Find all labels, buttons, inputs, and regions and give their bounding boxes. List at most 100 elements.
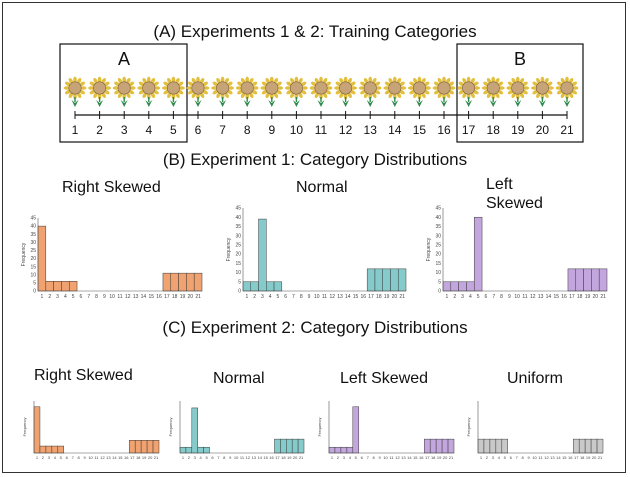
y-axis-label: Frequency [22, 418, 27, 437]
bar [567, 268, 577, 292]
x-tick-label: 7 [72, 455, 75, 460]
x-tick-label: 21 [299, 455, 304, 460]
x-tick-label: 17 [368, 294, 374, 300]
x-tick-label: 4 [200, 455, 203, 460]
flower-icon [555, 76, 579, 107]
y-axis-label: Frequency [317, 418, 322, 437]
y-tick-label: 30 [235, 233, 241, 239]
x-tick-label: 6 [66, 455, 69, 460]
flower-icon [383, 76, 407, 107]
exp2-left-skewed-label: Left Skewed [340, 370, 429, 387]
x-tick-label: 7 [87, 294, 90, 300]
bar-chart: 1 2 3 4 5 6 7 8 9 10 11 12 13 14 15 16 17 18 19 20 210510152… [226, 206, 407, 300]
x-tick-label: 4 [349, 455, 352, 460]
x-tick-label: 9 [308, 294, 311, 300]
x-tick-label: 9 [229, 455, 232, 460]
y-axis-label: Frequency [168, 418, 173, 437]
x-tick-label: 19 [287, 455, 292, 460]
stimulus-number: 4 [145, 123, 152, 137]
bar [61, 281, 70, 292]
bar [297, 438, 305, 454]
x-tick-label: 6 [361, 455, 364, 460]
x-tick-label: 10 [109, 294, 115, 300]
section-c-title: (C) Experiment 2: Category Distributions [162, 318, 468, 337]
x-tick-label: 5 [477, 294, 480, 300]
x-tick-label: 8 [522, 455, 525, 460]
x-tick-label: 17 [425, 455, 430, 460]
x-tick-label: 9 [527, 455, 530, 460]
bar [45, 445, 53, 454]
x-tick-label: 15 [562, 455, 567, 460]
x-tick-label: 12 [544, 455, 549, 460]
x-tick-label: 12 [246, 455, 251, 460]
bar [489, 438, 497, 454]
x-tick-label: 6 [510, 455, 513, 460]
x-tick-label: 2 [337, 455, 340, 460]
y-tick-label: 45 [235, 206, 241, 212]
stimulus-number: 1 [72, 123, 79, 137]
y-tick-label: 40 [435, 215, 441, 221]
stimulus-number: 7 [219, 123, 226, 137]
x-tick-label: 21 [598, 455, 603, 460]
stimulus-number: 6 [195, 123, 202, 137]
y-tick-label: 10 [435, 270, 441, 276]
flower-icon [334, 76, 357, 107]
bar-chart: 1 2 3 4 5 6 7 8 9 10 11 12 13 14 15 16 17 18 19 20 210510152… [426, 206, 608, 300]
stimulus-number: 15 [413, 123, 427, 137]
x-tick-label: 3 [194, 455, 197, 460]
x-tick-label: 5 [355, 455, 358, 460]
x-tick-label: 7 [492, 294, 495, 300]
bar-chart: 1 2 3 4 5 6 7 8 9 10 11 12 13 14 15 16 17 18 19 20 21Frequen… [168, 401, 305, 460]
x-tick-label: 19 [585, 294, 591, 300]
x-tick-label: 15 [353, 294, 359, 300]
bar [33, 406, 41, 454]
bar [193, 272, 203, 292]
x-tick-label: 11 [522, 294, 527, 300]
stimulus-number: 8 [244, 123, 251, 137]
x-tick-label: 17 [164, 294, 170, 300]
bar [179, 446, 187, 454]
x-tick-label: 19 [142, 455, 147, 460]
bar [473, 216, 483, 292]
bar [242, 281, 252, 292]
x-tick-label: 7 [292, 294, 295, 300]
x-tick-label: 13 [133, 294, 139, 300]
x-tick-label: 14 [141, 294, 147, 300]
bar [273, 281, 283, 292]
x-tick-label: 15 [553, 294, 559, 300]
flower-icon [137, 76, 161, 107]
y-tick-label: 20 [30, 256, 36, 262]
stimulus-number: 14 [388, 123, 402, 137]
x-tick-label: 5 [72, 294, 75, 300]
flower-icon [211, 76, 234, 107]
x-tick-label: 18 [376, 294, 382, 300]
x-tick-label: 5 [205, 455, 208, 460]
x-tick-label: 2 [253, 294, 256, 300]
y-axis-label: Frequency [466, 418, 471, 437]
stimulus-number: 10 [290, 123, 304, 137]
bar [578, 438, 586, 454]
x-tick-label: 6 [80, 294, 83, 300]
x-tick-label: 18 [431, 455, 436, 460]
x-tick-label: 21 [154, 455, 159, 460]
y-tick-label: 20 [435, 252, 441, 258]
x-tick-label: 15 [263, 455, 268, 460]
x-tick-label: 16 [419, 455, 424, 460]
y-tick-label: 25 [30, 248, 36, 254]
x-tick-label: 8 [300, 294, 303, 300]
x-tick-label: 3 [56, 294, 59, 300]
bar [429, 438, 437, 454]
section-a-title: (A) Experiments 1 & 2: Training Categori… [153, 22, 477, 41]
bar [583, 268, 592, 292]
bar [178, 272, 187, 292]
stimulus-number: 9 [268, 123, 275, 137]
x-tick-label: 20 [188, 294, 194, 300]
x-tick-label: 10 [234, 455, 239, 460]
x-tick-label: 4 [498, 455, 501, 460]
flower-icon [531, 76, 554, 107]
stimulus-number: 18 [487, 123, 501, 137]
x-tick-label: 17 [130, 455, 135, 460]
bar [53, 281, 62, 292]
x-tick-label: 7 [217, 455, 220, 460]
